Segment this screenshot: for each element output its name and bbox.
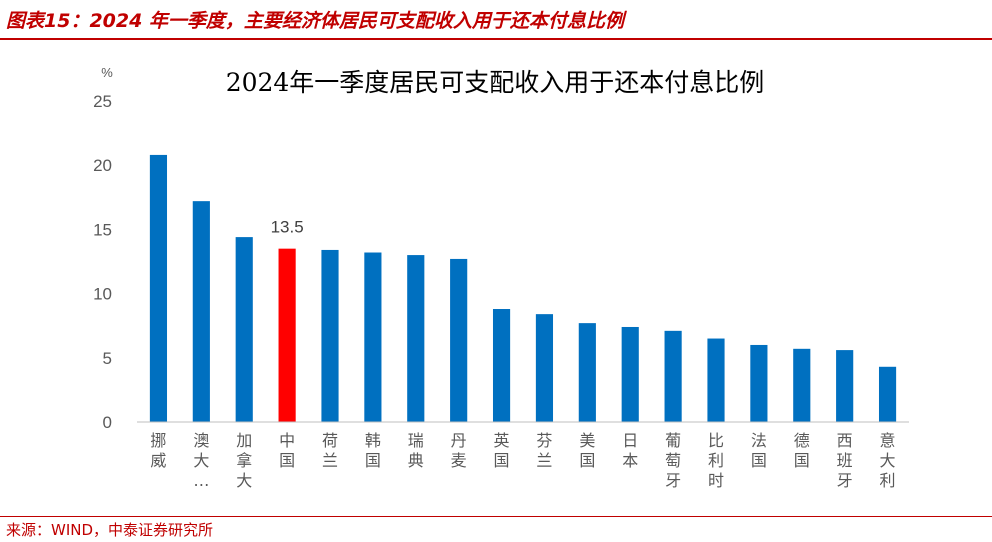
y-axis-unit: % — [101, 65, 113, 80]
bar-3 — [278, 248, 296, 422]
x-tick-label: 美国 — [579, 431, 595, 470]
y-tick-label: 25 — [93, 92, 112, 111]
y-tick-label: 5 — [103, 349, 112, 368]
x-tick-label: 英国 — [494, 431, 510, 470]
bottom-divider — [0, 516, 992, 517]
bar-10 — [578, 323, 596, 422]
x-tick-label: 荷兰 — [322, 431, 338, 470]
x-tick-label: 瑞典 — [408, 431, 424, 470]
bar-chart: 2024年一季度居民可支配收入用于还本付息比例 % 0 5 10 15 20 25 13.… — [93, 65, 909, 490]
bar-7 — [450, 258, 468, 422]
bar-14 — [750, 344, 768, 422]
bar-17 — [878, 366, 897, 422]
source-note: 来源：WIND，中泰证券研究所 — [6, 521, 214, 539]
x-tick-label: 芬兰 — [536, 431, 552, 470]
y-tick-label: 20 — [93, 156, 112, 175]
bar-0 — [149, 154, 168, 423]
data-label: 13.5 — [271, 218, 304, 237]
x-tick-label: 日本 — [622, 431, 638, 470]
x-tick-label: 法国 — [751, 431, 767, 470]
bar-2 — [235, 237, 253, 422]
bar-4 — [321, 249, 339, 422]
figure-title: 图表15：2024 年一季度，主要经济体居民可支配收入用于还本付息比例 — [6, 10, 624, 32]
bar-8 — [492, 309, 511, 422]
bar-16 — [836, 350, 854, 422]
bar-13 — [707, 338, 725, 422]
x-tick-label: 比利时 — [708, 431, 724, 490]
x-tick-label: 意大利 — [880, 431, 896, 490]
bar-5 — [364, 252, 382, 422]
y-tick-label: 15 — [93, 220, 112, 239]
x-tick-label: 德国 — [794, 431, 810, 470]
bar-6 — [407, 255, 425, 422]
x-tick-label: 挪威 — [150, 431, 166, 470]
x-tick-label: 丹麦 — [451, 431, 467, 470]
x-tick-label: 中国 — [279, 431, 295, 470]
y-tick-label: 10 — [93, 285, 112, 304]
bar-11 — [621, 326, 639, 422]
bar-12 — [664, 330, 682, 422]
chart-title: 2024年一季度居民可支配收入用于还本付息比例 — [226, 68, 765, 97]
x-tick-label: 西班牙 — [837, 431, 853, 490]
bar-1 — [192, 201, 210, 422]
x-tick-label: 葡萄牙 — [665, 431, 681, 490]
y-tick-label: 0 — [103, 413, 112, 432]
x-tick-label: 韩国 — [365, 431, 381, 470]
bar-9 — [535, 314, 554, 422]
top-divider — [0, 38, 992, 40]
bar-15 — [793, 348, 811, 422]
x-tick-label: 加拿大 — [236, 431, 252, 490]
x-tick-label: 澳大… — [193, 431, 209, 490]
